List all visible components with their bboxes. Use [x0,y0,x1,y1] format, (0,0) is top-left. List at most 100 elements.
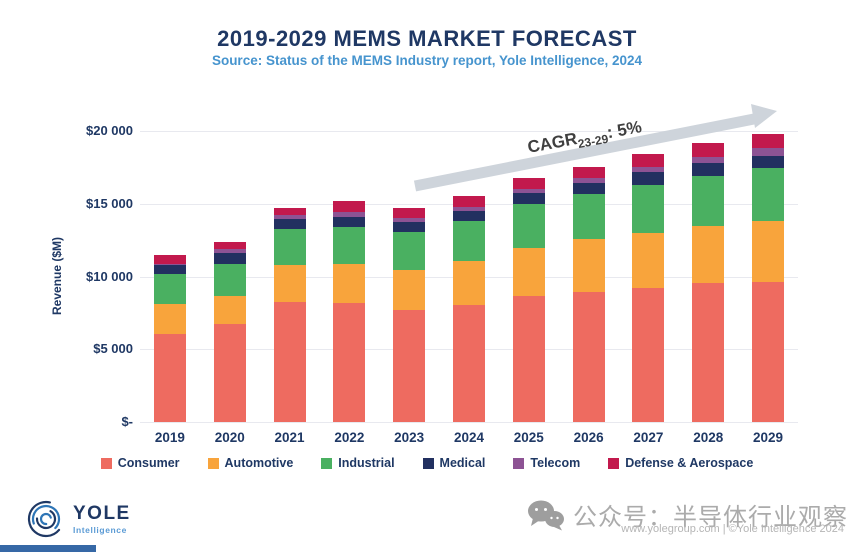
segment-medical-2022 [333,216,366,227]
segment-defense-aerospace-2025 [512,178,545,190]
segment-defense-aerospace-2028 [692,142,725,158]
legend-label: Medical [439,456,486,470]
segment-industrial-2026 [572,194,605,240]
bar-column-2029 [738,131,798,422]
segment-telecom-2020 [213,249,246,253]
legend-label: Industrial [338,456,395,470]
legend-swatch [207,457,219,469]
x-axis-labels: 2019 2020 2021 2022 2023 2024 2025 2026 2027 2028… [140,430,798,445]
segment-defense-aerospace-2021 [273,207,306,215]
segment-defense-aerospace-2020 [213,241,246,250]
x-tick-label-2026: 2026 [573,430,604,445]
wechat-icon [528,500,564,530]
x-tick-label-2024: 2024 [453,430,484,445]
legend-item-telecom: Telecom [513,456,580,470]
y-tick-label: $5 000 [93,341,133,357]
segment-consumer-2029 [752,281,785,422]
segment-industrial-2022 [333,226,366,265]
segment-consumer-2023 [393,309,426,422]
segment-automotive-2023 [393,270,426,310]
segment-telecom-2023 [393,218,426,222]
stacked-bar-2019 [153,255,186,422]
segment-automotive-2024 [452,261,485,305]
y-tick-label: $10 000 [86,268,133,284]
stacked-bar-2021 [273,207,306,422]
y-tick-label: $- [121,414,133,429]
segment-automotive-2027 [632,232,665,288]
chart-legend: Consumer Automotive Industrial Medical Telec… [0,456,854,470]
segment-industrial-2019 [153,274,186,305]
legend-swatch [513,457,525,469]
bar-column-2022 [319,131,379,422]
segment-automotive-2028 [692,225,725,284]
legend-label: Automotive [224,456,294,470]
segment-medical-2025 [512,193,545,205]
stacked-bar-2024 [452,195,485,422]
bar-column-2028 [678,131,738,422]
segment-automotive-2025 [512,247,545,296]
segment-medical-2027 [632,172,665,186]
segment-automotive-2021 [273,264,306,302]
legend-swatch [608,457,620,469]
segment-industrial-2020 [213,264,246,297]
x-tick-label-2027: 2027 [633,430,664,445]
page-subtitle: Source: Status of the MEMS Industry repo… [211,53,643,68]
legend-item-automotive: Automotive [207,456,294,470]
logo-title: YOLE [73,502,131,524]
segment-consumer-2027 [632,287,665,422]
legend-item-consumer: Consumer [100,456,180,470]
segment-medical-2021 [273,219,306,230]
x-tick-label-2028: 2028 [693,430,724,445]
bar-series [140,131,798,422]
stacked-bar-2028 [692,142,725,422]
segment-defense-aerospace-2027 [632,153,665,167]
plot-area [140,131,798,423]
yole-logo-text: YOLE Intelligence [73,504,131,535]
bar-column-2021 [260,131,320,422]
legend-label: Consumer [117,456,180,470]
x-tick-label-2029: 2029 [753,430,784,445]
segment-medical-2019 [153,264,186,275]
watermark-text: 公众号：半导体行业观察 [573,504,848,531]
x-tick-label-2019: 2019 [154,430,185,445]
segment-telecom-2021 [273,214,306,220]
segment-automotive-2029 [752,220,785,282]
segment-consumer-2024 [452,304,485,422]
segment-automotive-2022 [333,264,366,303]
segment-defense-aerospace-2029 [752,133,785,149]
stacked-bar-2029 [752,133,785,422]
segment-telecom-2024 [452,206,485,211]
segment-medical-2023 [393,221,426,232]
legend-label: Defense & Aerospace [625,456,754,470]
y-tick-label: $15 000 [86,195,133,211]
segment-telecom-2022 [333,211,366,217]
segment-consumer-2026 [572,292,605,422]
legend-item-industrial: Industrial [321,456,395,470]
segment-industrial-2028 [692,175,725,226]
segment-defense-aerospace-2024 [452,195,485,207]
legend-swatch [321,457,333,469]
segment-industrial-2029 [752,168,785,221]
segment-defense-aerospace-2026 [572,167,605,179]
segment-medical-2026 [572,183,605,195]
segment-automotive-2020 [213,296,246,324]
watermark: 公众号：半导体行业观察 [527,497,848,532]
bar-column-2020 [200,131,260,422]
segment-consumer-2028 [692,283,725,422]
segment-defense-aerospace-2022 [333,201,366,212]
legend-item-medical: Medical [422,456,486,470]
segment-industrial-2021 [273,229,306,265]
stacked-bar-2027 [632,153,665,422]
segment-consumer-2022 [333,302,366,422]
yole-swirl-icon [27,500,65,538]
legend-label: Telecom [530,456,581,470]
gridline [140,422,798,423]
segment-medical-2029 [752,155,785,169]
cagr-suffix: : 5% [605,117,644,143]
x-tick-label-2025: 2025 [513,430,544,445]
segment-consumer-2021 [273,301,306,422]
segment-consumer-2020 [213,323,246,422]
bar-column-2024 [439,131,499,422]
legend-item-defense-aerospace: Defense & Aerospace [608,456,753,470]
page-title: 2019-2029 MEMS MARKET FORECAST [217,26,637,51]
